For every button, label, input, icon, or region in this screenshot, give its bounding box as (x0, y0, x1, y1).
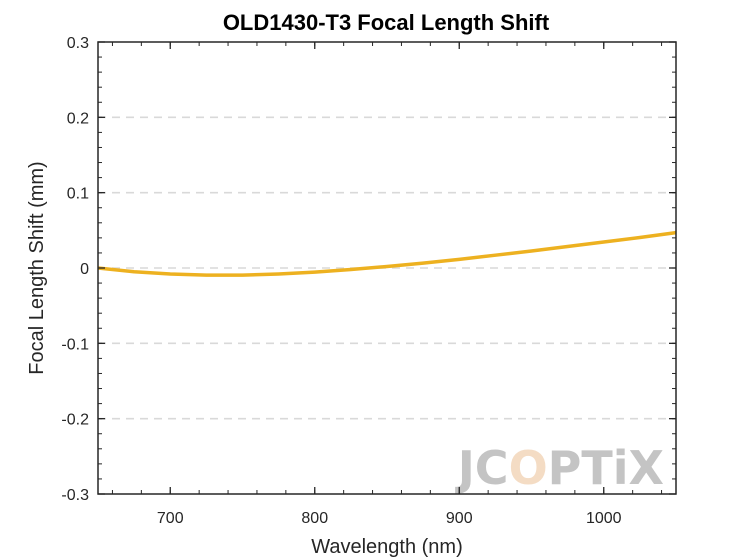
x-tick-label: 900 (446, 510, 473, 527)
series-layer (97, 230, 677, 277)
y-tick-label: -0.1 (61, 336, 89, 353)
x-tick-label: 800 (301, 510, 328, 527)
y-axis-label: Focal Length Shift (mm) (26, 161, 48, 374)
grid-lines (98, 116, 676, 420)
x-tick-label: 700 (157, 510, 184, 527)
watermark-part: PTiX (548, 441, 664, 495)
watermark-part: JC (455, 441, 509, 495)
y-tick-label: 0.2 (67, 110, 89, 127)
x-axis-label: Wavelength (nm) (311, 536, 463, 558)
y-axis-ticks: -0.3 -0.2 -0.1 0 0.1 0.2 0.3 (61, 35, 676, 504)
x-axis-ticks: 700 800 900 1000 (111, 42, 663, 527)
y-tick-label: 0 (80, 261, 89, 278)
x-tick-label: 1000 (586, 510, 622, 527)
y-tick-label: -0.3 (61, 487, 89, 504)
watermark-logo: JCOPTiX (455, 441, 664, 495)
y-tick-label: -0.2 (61, 412, 89, 429)
y-tick-label: 0.1 (67, 186, 89, 203)
chart-title: OLD1430-T3 Focal Length Shift (223, 10, 550, 35)
watermark-part: O (509, 441, 548, 495)
series-line (97, 230, 677, 277)
y-tick-label: 0.3 (67, 35, 89, 52)
